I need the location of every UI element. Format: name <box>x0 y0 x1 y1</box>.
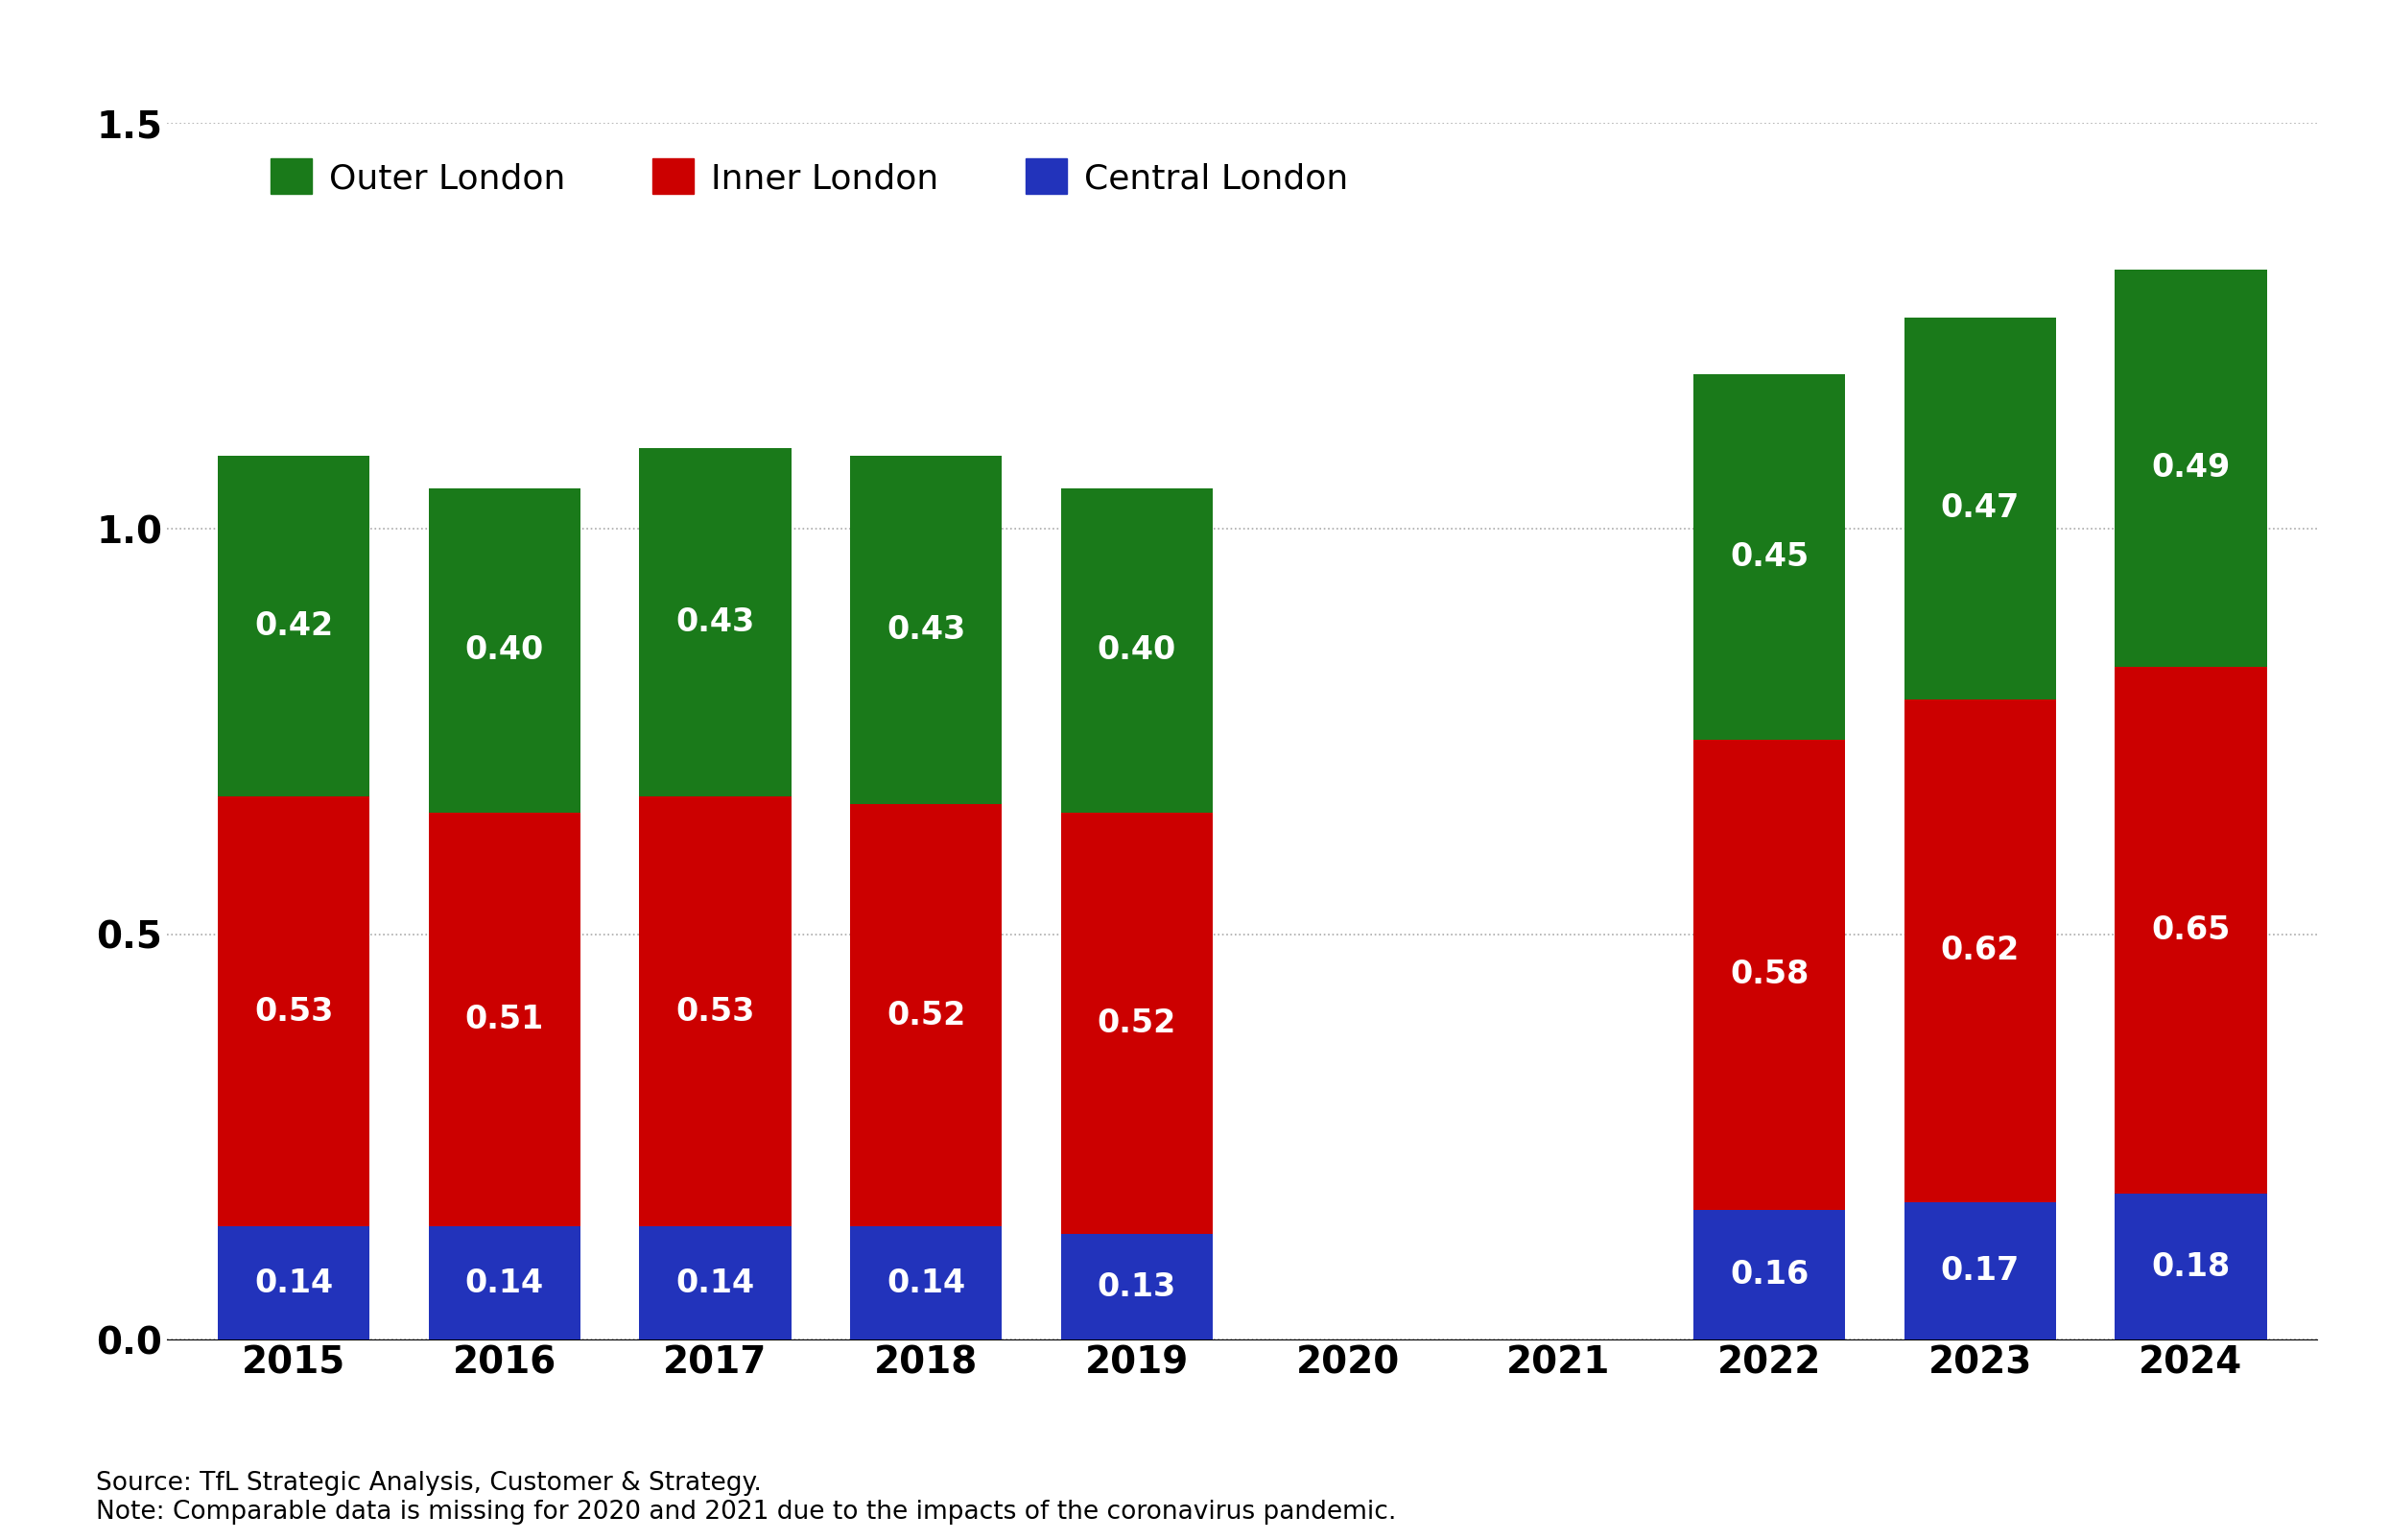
Bar <box>850 456 1001 804</box>
Text: 0.42: 0.42 <box>253 610 332 642</box>
Legend: Outer London, Inner London, Central London: Outer London, Inner London, Central Lond… <box>270 159 1347 196</box>
Text: 0.52: 0.52 <box>1097 1007 1175 1040</box>
Text: 0.14: 0.14 <box>676 1267 755 1298</box>
Bar <box>2114 270 2267 667</box>
Bar <box>1904 1201 2057 1340</box>
Text: 0.43: 0.43 <box>676 607 755 638</box>
Bar <box>640 796 791 1226</box>
Text: 0.45: 0.45 <box>1730 541 1808 573</box>
Bar <box>2114 1194 2267 1340</box>
Bar <box>1904 317 2057 699</box>
Bar <box>1694 739 1844 1210</box>
Text: 0.53: 0.53 <box>676 995 755 1027</box>
Text: 0.43: 0.43 <box>886 614 965 645</box>
Bar <box>428 813 581 1226</box>
Bar <box>1694 1210 1844 1340</box>
Text: 0.53: 0.53 <box>253 995 332 1027</box>
Bar <box>640 448 791 796</box>
Bar <box>850 1226 1001 1340</box>
Bar <box>1061 813 1214 1235</box>
Bar <box>1061 488 1214 813</box>
Text: 0.13: 0.13 <box>1097 1270 1175 1303</box>
Text: 0.16: 0.16 <box>1730 1260 1808 1291</box>
Text: 0.65: 0.65 <box>2152 915 2231 946</box>
Text: 0.18: 0.18 <box>2152 1250 2231 1283</box>
Bar <box>1694 374 1844 739</box>
Bar <box>2114 667 2267 1194</box>
Bar <box>217 796 370 1226</box>
Bar <box>1904 699 2057 1201</box>
Bar <box>850 804 1001 1226</box>
Bar <box>217 456 370 796</box>
Bar <box>1061 1235 1214 1340</box>
Text: 0.14: 0.14 <box>466 1267 545 1298</box>
Text: 0.49: 0.49 <box>2152 453 2231 484</box>
Text: 0.40: 0.40 <box>1097 634 1175 667</box>
Bar <box>428 488 581 813</box>
Text: 0.40: 0.40 <box>466 634 545 667</box>
Bar <box>428 1226 581 1340</box>
Text: 0.17: 0.17 <box>1940 1255 2019 1287</box>
Text: 0.52: 0.52 <box>886 999 965 1032</box>
Text: Source: TfL Strategic Analysis, Customer & Strategy.
Note: Comparable data is mi: Source: TfL Strategic Analysis, Customer… <box>96 1471 1395 1525</box>
Bar <box>217 1226 370 1340</box>
Text: 0.58: 0.58 <box>1730 959 1808 990</box>
Text: 0.47: 0.47 <box>1940 493 2019 524</box>
Text: 0.14: 0.14 <box>253 1267 332 1298</box>
Text: 0.14: 0.14 <box>886 1267 965 1298</box>
Bar <box>640 1226 791 1340</box>
Text: 0.62: 0.62 <box>1940 935 2019 966</box>
Text: 0.51: 0.51 <box>466 1004 545 1035</box>
